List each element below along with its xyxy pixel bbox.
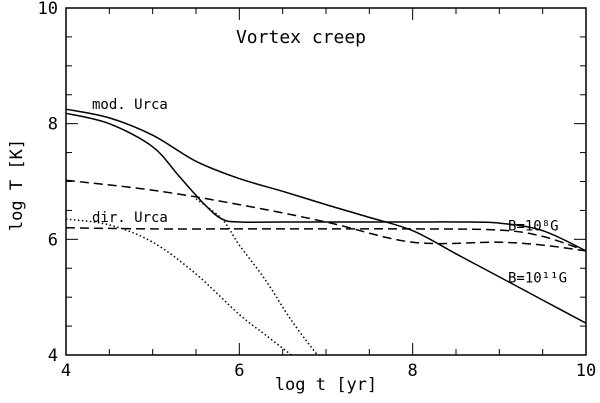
x-tick-label: 6	[234, 361, 244, 381]
labels: Vortex creep log t [yr] log T [K]	[7, 27, 377, 395]
annotation-4: B=10¹¹G	[508, 271, 567, 287]
series-3-dashed-line	[65, 179, 587, 252]
annotation-2: dir. Urca	[92, 210, 168, 226]
curves	[65, 108, 587, 356]
annotation-3: B=10⁸G	[508, 219, 559, 235]
series-1-solid-line	[65, 108, 587, 324]
chart-title: Vortex creep	[236, 27, 366, 48]
annotations: mod. Urca dir. Urca B=10⁸G B=10¹¹G	[92, 97, 567, 287]
y-tick-label: 6	[48, 230, 58, 250]
series-2-solid-line	[65, 112, 587, 252]
y-axis-label: log T [K]	[7, 139, 27, 231]
x-tick-label: 4	[61, 361, 71, 381]
series-4-dashed-line	[65, 227, 587, 252]
y-tick-label: 4	[48, 346, 58, 366]
y-tick-label: 10	[38, 0, 58, 19]
axes: 4 6 8 10 4 6 8 10	[38, 0, 597, 381]
plot-frame	[65, 7, 587, 356]
series-5-dotted-line	[65, 218, 292, 356]
series-6-dotted-line	[195, 198, 318, 356]
x-tick-label: 8	[408, 361, 418, 381]
annotation-1: mod. Urca	[92, 97, 168, 113]
x-axis-label: log t [yr]	[275, 375, 377, 395]
x-tick-label: 10	[576, 361, 596, 381]
y-tick-label: 8	[48, 115, 58, 135]
